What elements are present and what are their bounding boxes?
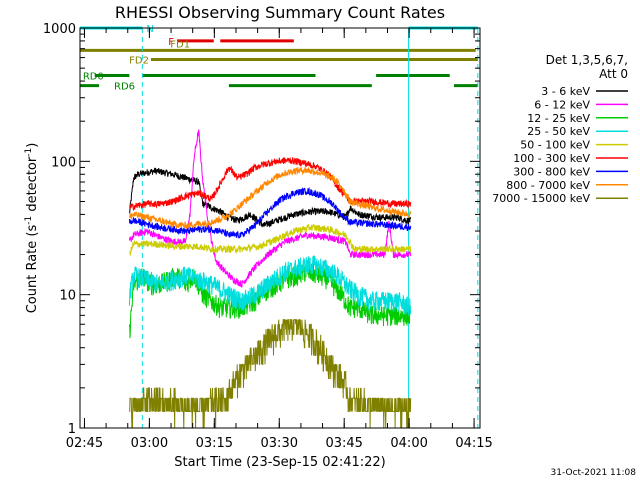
legend-label-300-800-kev: 300 - 800 keV bbox=[513, 165, 590, 178]
y-axis-label-part3: ) bbox=[25, 143, 40, 148]
legend-label-6-12-kev: 6 - 12 keV bbox=[534, 98, 590, 111]
legend-label-25-50-kev: 25 - 50 keV bbox=[527, 125, 590, 138]
series-line-50-100-kev bbox=[129, 223, 412, 256]
x-axis: 02:45 03:00 03:15 03:30 03:45 04:00 04:15 bbox=[66, 28, 493, 451]
flag-label-fd1: FD1 bbox=[170, 39, 190, 50]
legend-label-100-300-kev: 100 - 300 keV bbox=[513, 152, 590, 165]
y-axis-label-part1: Count Rate (s bbox=[25, 225, 40, 314]
y-tick-label: 10 bbox=[59, 289, 76, 304]
series-line-25-50-kev bbox=[128, 255, 412, 317]
y-axis: 1 10 100 1000 bbox=[43, 22, 480, 437]
x-tick-label: 04:00 bbox=[390, 436, 427, 451]
legend-label-12-25-kev: 12 - 25 keV bbox=[527, 112, 590, 125]
vertical-markers bbox=[79, 28, 479, 428]
series-line-100-300-kev bbox=[129, 156, 412, 212]
x-tick-label: 03:00 bbox=[131, 436, 168, 451]
x-tick-label: 03:45 bbox=[325, 436, 362, 451]
flag-label-n: N bbox=[146, 24, 153, 35]
chart-title: RHESSI Observing Summary Count Rates bbox=[115, 3, 445, 22]
y-tick-label: 100 bbox=[51, 155, 76, 170]
x-axis-label: Start Time (23-Sep-15 02:41:22) bbox=[174, 455, 385, 470]
y-axis-label: Count Rate (s-1 detector-1) bbox=[24, 143, 40, 314]
series-lines bbox=[128, 129, 412, 428]
series-line-7000-15000-kev bbox=[129, 319, 412, 428]
plot-frame bbox=[79, 27, 481, 429]
series-line-6-12-kev bbox=[128, 129, 412, 288]
series-line-300-800-kev bbox=[128, 186, 412, 239]
flag-label-fd2: FD2 bbox=[129, 56, 149, 67]
series-line-800-7000-kev bbox=[129, 166, 412, 230]
legend-label-50-100-kev: 50 - 100 keV bbox=[520, 139, 590, 152]
y-axis-label-part2: detector bbox=[25, 156, 40, 216]
flag-label-f: F bbox=[168, 37, 174, 48]
x-tick-label: 03:15 bbox=[196, 436, 233, 451]
legend-title-line2: Att 0 bbox=[599, 67, 628, 81]
y-tick-label: 1 bbox=[68, 422, 76, 437]
timestamp: 31-Oct-2021 11:08 bbox=[551, 468, 637, 478]
legend-label-7000-15000-kev: 7000 - 15000 keV bbox=[492, 192, 590, 205]
legend-label-800-7000-kev: 800 - 7000 keV bbox=[506, 179, 590, 192]
flag-label-rd0: RD0 bbox=[83, 72, 104, 83]
x-tick-label: 03:30 bbox=[261, 436, 298, 451]
legend-label-3-6-kev: 3 - 6 keV bbox=[541, 85, 590, 98]
y-axis-label-sup2: -1 bbox=[24, 148, 34, 157]
y-tick-label: 1000 bbox=[43, 22, 76, 37]
x-tick-label: 04:15 bbox=[455, 436, 492, 451]
legend-title-line1: Det 1,3,5,6,7, bbox=[546, 53, 628, 67]
x-tick-label: 02:45 bbox=[66, 436, 103, 451]
flag-label-rd6: RD6 bbox=[114, 82, 135, 93]
series-line-3-6-kev bbox=[129, 167, 412, 228]
y-axis-label-sup1: -1 bbox=[24, 216, 34, 225]
